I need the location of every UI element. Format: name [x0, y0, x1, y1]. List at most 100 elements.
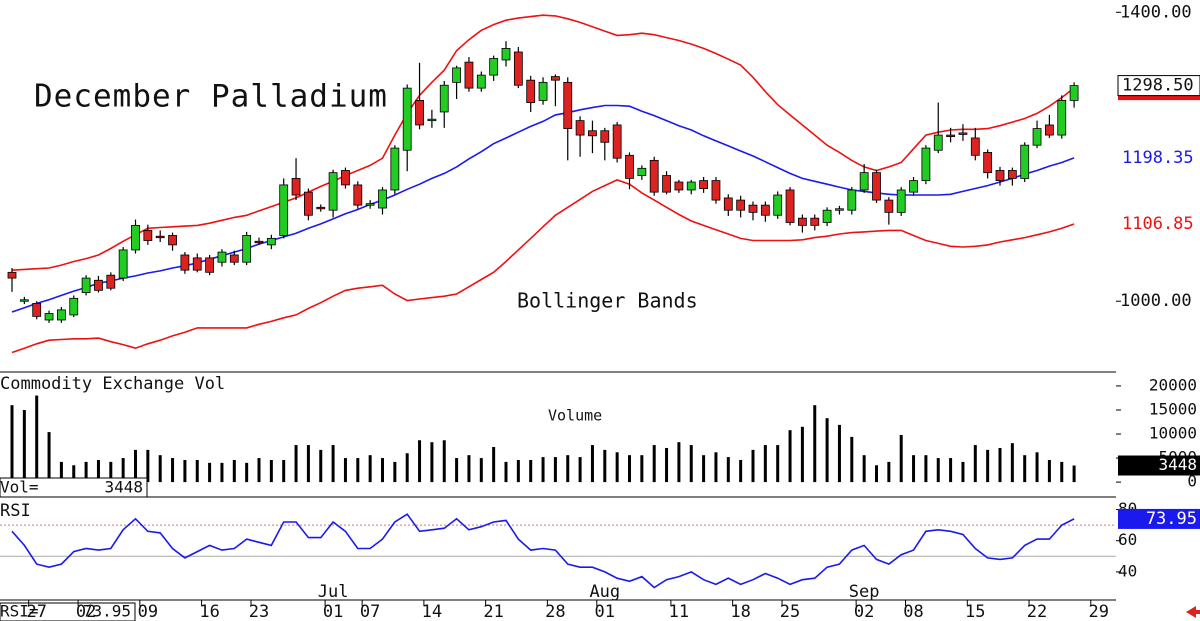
- x-tick-label: 22: [1027, 602, 1047, 621]
- volume-bar: [912, 455, 916, 483]
- candle-body: [884, 199, 894, 213]
- x-tick-label: 02: [854, 602, 874, 621]
- candle-body: [155, 235, 165, 239]
- candle-body: [328, 172, 338, 211]
- volume-bar: [208, 462, 212, 483]
- candle-body: [736, 199, 746, 211]
- volume-bar: [35, 395, 39, 483]
- candle-body: [69, 297, 79, 316]
- volume-bar: [59, 461, 63, 483]
- candle-body: [1020, 144, 1030, 179]
- rsi-readout-box: [0, 602, 136, 621]
- volume-bar: [628, 455, 631, 483]
- y-tick-label: 1400.00: [1120, 2, 1192, 22]
- lower-band: [11, 179, 1075, 354]
- lower-value-label: 1106.85: [1122, 214, 1194, 234]
- candle-body: [303, 191, 313, 216]
- close-value-box: [1117, 75, 1200, 97]
- candle-body: [390, 147, 400, 191]
- close-value-label: 1298.50: [1122, 76, 1194, 96]
- volume-bar: [109, 461, 113, 483]
- candle-body: [266, 237, 276, 246]
- volume-bar: [467, 455, 471, 483]
- volume-bar: [677, 442, 681, 483]
- candle-body: [168, 235, 177, 246]
- volume-value-box: [1118, 455, 1200, 476]
- candle-body: [662, 175, 671, 193]
- volume-bar: [121, 458, 125, 483]
- month-label: Jul: [318, 582, 349, 602]
- candle-body: [798, 217, 807, 226]
- volume-bar: [331, 445, 335, 483]
- volume-bar: [813, 405, 817, 483]
- volume-bar: [96, 459, 100, 483]
- x-tick-label: 21: [483, 602, 503, 621]
- candle-body: [501, 47, 511, 61]
- volume-bar: [84, 461, 88, 483]
- volume-bar: [837, 424, 841, 483]
- volume-bar: [455, 458, 459, 483]
- candle-body: [909, 180, 918, 193]
- volume-bar: [245, 462, 249, 483]
- candle-body: [723, 197, 733, 211]
- x-tick-label: 14: [422, 602, 442, 621]
- volume-bar: [368, 455, 372, 483]
- scroll-arrow: [1186, 606, 1200, 618]
- volume-bar: [689, 445, 693, 483]
- volume-bar: [47, 432, 51, 483]
- rsi-readout-label: RSI=: [0, 602, 39, 621]
- volume-bar: [516, 459, 520, 483]
- candle-body: [847, 189, 857, 211]
- candle-body: [106, 274, 116, 289]
- x-tick-label: 29: [1089, 602, 1109, 621]
- rsi-readout-value: 73.95: [83, 602, 131, 621]
- candle-body: [1045, 124, 1054, 136]
- volume-bar: [875, 465, 878, 483]
- middle-value-label: 1198.35: [1122, 148, 1194, 168]
- volume-title: Commodity Exchange Vol: [0, 374, 225, 394]
- candle-body: [131, 224, 140, 251]
- volume-bar: [356, 458, 360, 483]
- x-tick-label: 02: [76, 602, 96, 621]
- candle-body: [538, 81, 548, 101]
- volume-bar: [566, 455, 570, 483]
- candle-body: [995, 170, 1005, 181]
- volume-label: Volume: [548, 407, 602, 425]
- candle-body: [1032, 128, 1042, 146]
- candle-body: [551, 76, 560, 81]
- candle-body: [1007, 170, 1017, 179]
- volume-bar: [1023, 455, 1027, 483]
- volume-bar: [924, 455, 928, 483]
- upper-band: [11, 14, 1075, 271]
- candle-body: [427, 118, 437, 122]
- candle-body: [674, 181, 684, 191]
- candle-body: [822, 209, 832, 223]
- volume-bar: [146, 449, 150, 483]
- volume-readout-box: [0, 477, 148, 498]
- volume-bar: [949, 458, 953, 483]
- candle-body: [291, 178, 301, 196]
- x-tick-label: 08: [903, 602, 923, 621]
- volume-readout-label: Vol=: [0, 478, 39, 497]
- candle-body: [625, 154, 634, 179]
- volume-bar: [306, 445, 310, 483]
- volume-bar: [998, 447, 1002, 483]
- volume-bar: [492, 447, 496, 483]
- candle-body: [489, 58, 499, 76]
- candle-body: [192, 257, 202, 271]
- volume-bar: [479, 458, 483, 483]
- volume-bar: [615, 452, 619, 483]
- volume-bar: [961, 461, 965, 483]
- candle-body: [365, 203, 375, 206]
- candle-body: [637, 167, 647, 176]
- volume-bar: [702, 455, 706, 483]
- volume-bar: [825, 418, 829, 483]
- volume-bar: [665, 447, 669, 483]
- volume-tick-label: 10000: [1149, 424, 1197, 443]
- volume-bar: [603, 449, 607, 483]
- x-tick-label: 15: [965, 602, 985, 621]
- volume-bar: [776, 445, 780, 483]
- rsi-line: [11, 513, 1075, 589]
